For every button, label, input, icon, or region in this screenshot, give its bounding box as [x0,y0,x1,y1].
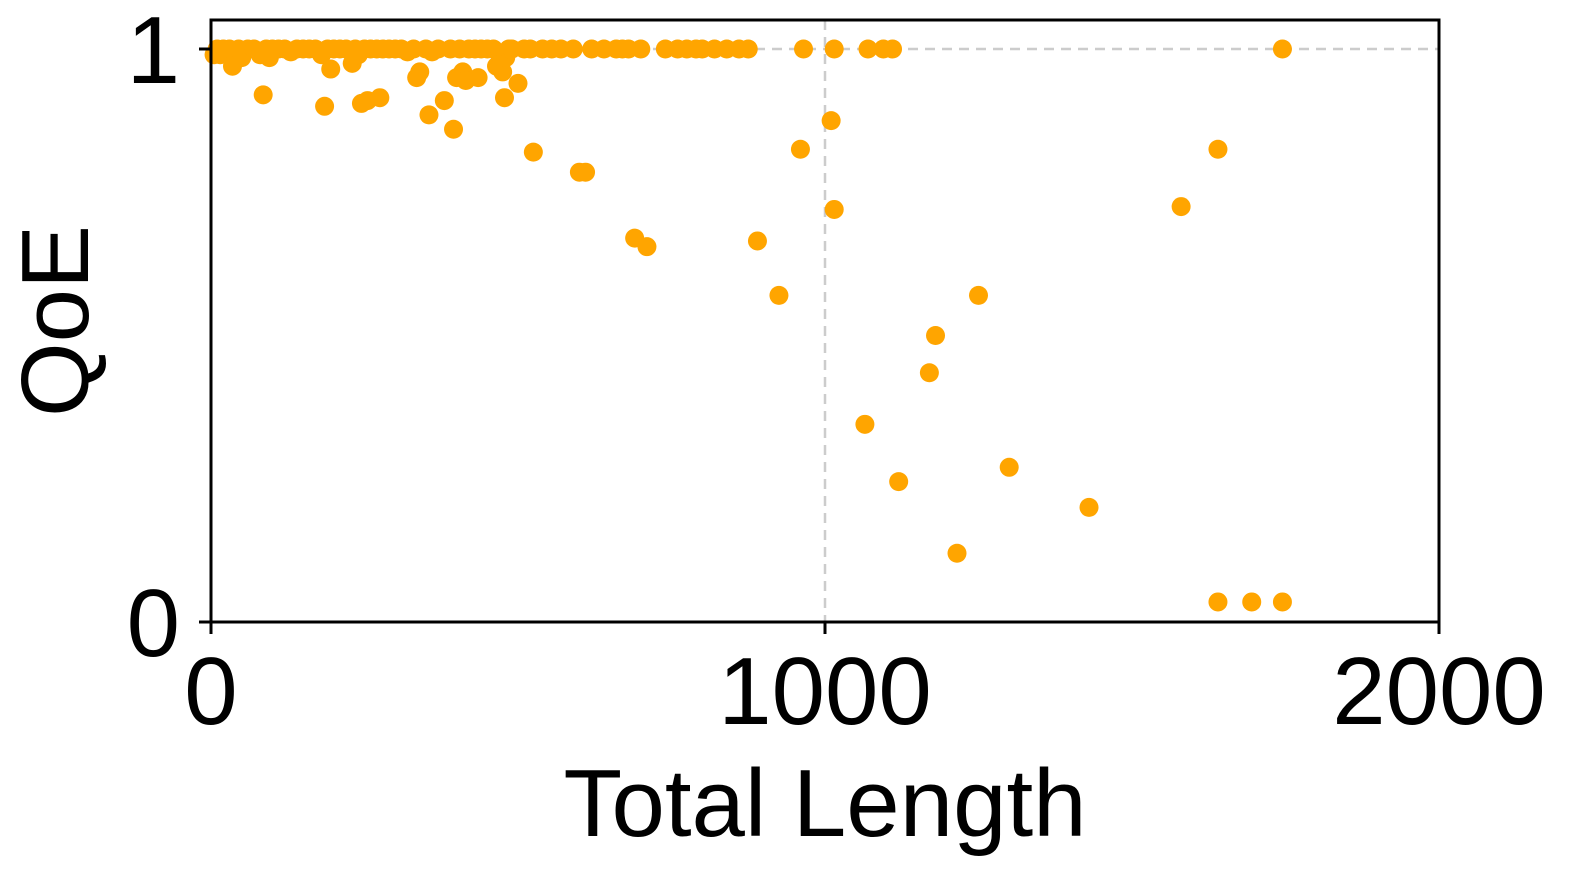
data-point [508,73,528,93]
data-point [919,363,939,383]
data-point [419,105,439,125]
data-point [947,543,967,563]
data-point [370,88,390,108]
data-point [1272,592,1292,612]
data-point [738,39,758,59]
data-point [494,88,514,108]
data-point [444,119,464,139]
x-tick-label: 2000 [1332,638,1546,745]
data-point [468,68,488,88]
x-axis-title: Total Length [563,750,1086,857]
data-point [1208,592,1228,612]
y-tick-label: 0 [127,570,180,677]
data-point [253,85,273,105]
data-point [631,39,651,59]
data-point [321,59,341,79]
data-point [1272,39,1292,59]
y-tick-label: 1 [127,0,180,104]
grid-lines [211,20,1439,622]
data-point [883,39,903,59]
data-point [1242,592,1262,612]
data-point [1208,139,1228,159]
data-point [889,472,909,492]
data-point [315,96,335,116]
data-point [410,62,430,82]
x-tick-label: 1000 [718,638,932,745]
data-point [824,39,844,59]
data-point [747,231,767,251]
data-point [794,39,814,59]
data-point [1171,197,1191,217]
data-point [769,285,789,305]
data-point [969,285,988,305]
data-point [858,39,878,59]
data-point [434,91,454,111]
x-tick-label: 0 [184,638,237,745]
data-point [576,162,596,182]
data-point [999,457,1019,477]
data-point [821,111,841,131]
data-point [790,139,810,159]
data-point [926,326,946,345]
y-axis-title: QoE [2,225,109,417]
data-point [523,142,543,162]
data-point [855,414,875,434]
data-points [204,39,1292,612]
data-point [563,39,583,59]
data-point [824,199,844,219]
data-point [493,62,513,82]
axis-ticks: 0 1000 2000 0 1 [127,0,1546,745]
data-point [637,237,657,257]
data-point [1079,497,1099,517]
